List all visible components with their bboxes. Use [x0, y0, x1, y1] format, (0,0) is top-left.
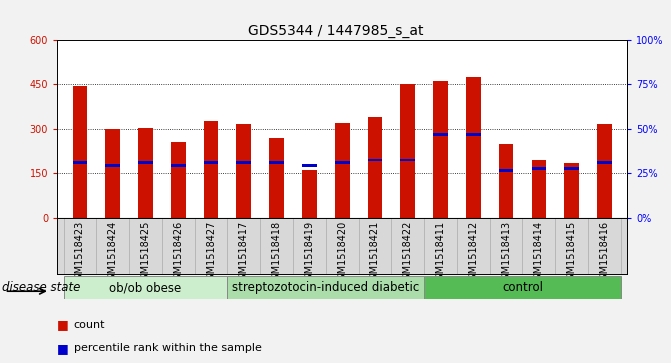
Bar [466, 77, 480, 218]
Text: GSM1518411: GSM1518411 [435, 221, 446, 286]
Text: GSM1518427: GSM1518427 [206, 221, 216, 286]
Bar [564, 167, 579, 170]
Text: GSM1518425: GSM1518425 [140, 221, 150, 286]
Bar [368, 159, 382, 162]
Text: GSM1518422: GSM1518422 [403, 221, 413, 286]
Bar [401, 84, 415, 218]
Bar [72, 162, 87, 164]
Bar [105, 164, 120, 167]
Text: GSM1518414: GSM1518414 [534, 221, 544, 286]
Text: GSM1518423: GSM1518423 [75, 221, 85, 286]
Bar [564, 163, 579, 218]
Text: count: count [74, 320, 105, 330]
Text: GSM1518415: GSM1518415 [567, 221, 576, 286]
Text: GSM1518417: GSM1518417 [239, 221, 249, 286]
Text: disease state: disease state [2, 281, 81, 294]
Bar [401, 159, 415, 162]
Bar [302, 164, 317, 167]
Bar [236, 162, 251, 164]
Bar [433, 81, 448, 218]
Bar [64, 276, 227, 299]
Bar [138, 128, 153, 218]
Bar [531, 160, 546, 218]
Bar [433, 133, 448, 136]
Bar [269, 138, 284, 218]
Bar [499, 169, 513, 172]
Text: GSM1518412: GSM1518412 [468, 221, 478, 286]
Bar [597, 125, 612, 218]
Bar [72, 86, 87, 218]
Text: ■: ■ [57, 342, 69, 355]
Bar [204, 162, 219, 164]
Text: GSM1518419: GSM1518419 [305, 221, 315, 286]
Text: control: control [502, 281, 543, 294]
Bar [597, 162, 612, 164]
Text: ob/ob obese: ob/ob obese [109, 281, 182, 294]
Bar [424, 276, 621, 299]
Bar [335, 123, 350, 218]
Bar [466, 133, 480, 136]
Text: GSM1518413: GSM1518413 [501, 221, 511, 286]
Text: GSM1518426: GSM1518426 [173, 221, 183, 286]
Bar [227, 276, 424, 299]
Text: percentile rank within the sample: percentile rank within the sample [74, 343, 262, 354]
Text: GSM1518418: GSM1518418 [272, 221, 282, 286]
Text: GSM1518416: GSM1518416 [599, 221, 609, 286]
Bar [204, 122, 219, 218]
Text: GSM1518424: GSM1518424 [108, 221, 117, 286]
Text: ■: ■ [57, 318, 69, 331]
Bar [236, 125, 251, 218]
Bar [105, 129, 120, 218]
Bar [171, 142, 186, 218]
Bar [302, 170, 317, 218]
Bar [499, 144, 513, 218]
Bar [171, 164, 186, 167]
Bar [138, 162, 153, 164]
Text: GSM1518420: GSM1518420 [338, 221, 347, 286]
Text: GDS5344 / 1447985_s_at: GDS5344 / 1447985_s_at [248, 24, 423, 38]
Bar [335, 162, 350, 164]
Bar [368, 117, 382, 218]
Text: streptozotocin-induced diabetic: streptozotocin-induced diabetic [232, 281, 419, 294]
Text: GSM1518421: GSM1518421 [370, 221, 380, 286]
Bar [269, 162, 284, 164]
Bar [531, 167, 546, 170]
